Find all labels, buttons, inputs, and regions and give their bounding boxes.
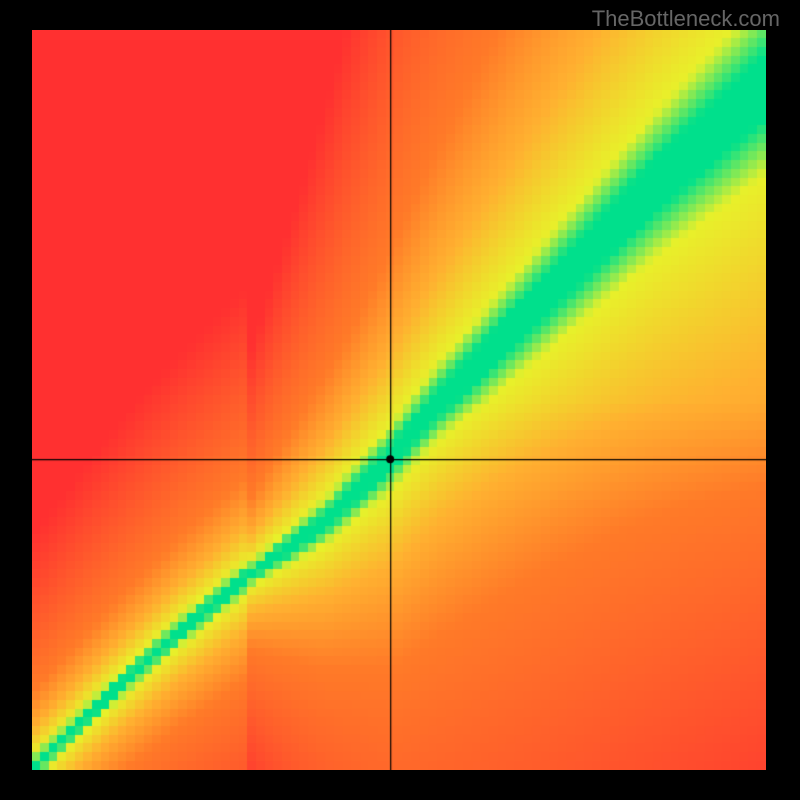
watermark-text: TheBottleneck.com	[592, 6, 780, 32]
heatmap-plot	[32, 30, 766, 770]
heatmap-canvas	[32, 30, 766, 770]
chart-container: TheBottleneck.com	[0, 0, 800, 800]
